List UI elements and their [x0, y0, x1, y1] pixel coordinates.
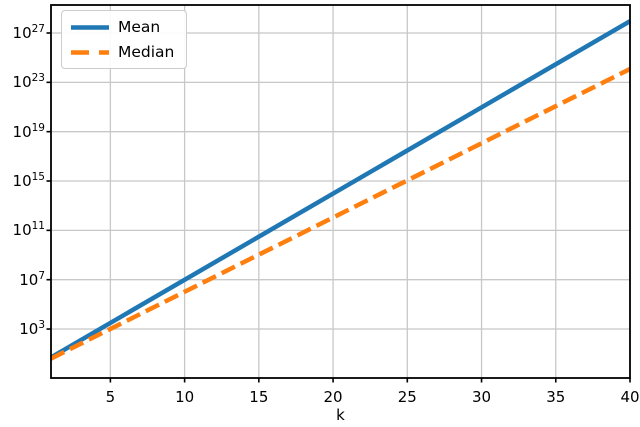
y-tick-base: 10: [12, 23, 32, 42]
series-line-mean: [49, 19, 632, 360]
y-tick-exponent: 19: [31, 121, 45, 134]
x-tick-label: 5: [105, 388, 116, 406]
x-axis-label: k: [336, 406, 345, 424]
x-tick-label: 20: [323, 388, 343, 406]
legend: Mean Median: [61, 10, 188, 69]
median-line-swatch-icon: [71, 49, 109, 55]
y-tick-label: 103: [0, 319, 45, 339]
y-tick-exponent: 23: [31, 72, 45, 85]
legend-item-median: Median: [71, 41, 174, 63]
y-tick-exponent: 15: [31, 171, 45, 183]
y-tick-exponent: 27: [31, 22, 45, 35]
mean-line-swatch-icon: [71, 24, 109, 30]
y-tick-exponent: 7: [38, 269, 45, 282]
y-tick-label: 1023: [0, 72, 45, 92]
y-tick-base: 10: [12, 221, 32, 240]
x-tick-label: 30: [471, 388, 492, 406]
y-tick-label: 1015: [0, 171, 45, 191]
y-tick-base: 10: [19, 320, 39, 339]
x-tick-label: 10: [175, 388, 195, 406]
legend-label-median: Median: [118, 43, 175, 61]
y-tick-exponent: 3: [38, 319, 45, 332]
series-line-median: [49, 67, 632, 361]
y-tick-base: 10: [12, 172, 32, 190]
x-tick-label: 35: [546, 388, 566, 406]
y-tick-label: 1027: [0, 23, 45, 43]
x-tick-label: 25: [397, 388, 417, 406]
y-tick-base: 10: [12, 122, 32, 141]
legend-item-mean: Mean: [71, 16, 174, 38]
y-tick-label: 107: [0, 270, 45, 290]
y-tick-exponent: 11: [31, 220, 45, 233]
x-tick-label: 15: [249, 388, 269, 406]
axes-spines: [50, 4, 631, 379]
x-tick-label: 40: [620, 388, 640, 406]
y-tick-label: 1011: [0, 220, 45, 240]
legend-label-mean: Mean: [118, 18, 161, 36]
y-tick-base: 10: [19, 270, 39, 289]
y-tick-label: 1019: [0, 122, 45, 142]
y-tick-base: 10: [12, 73, 32, 92]
